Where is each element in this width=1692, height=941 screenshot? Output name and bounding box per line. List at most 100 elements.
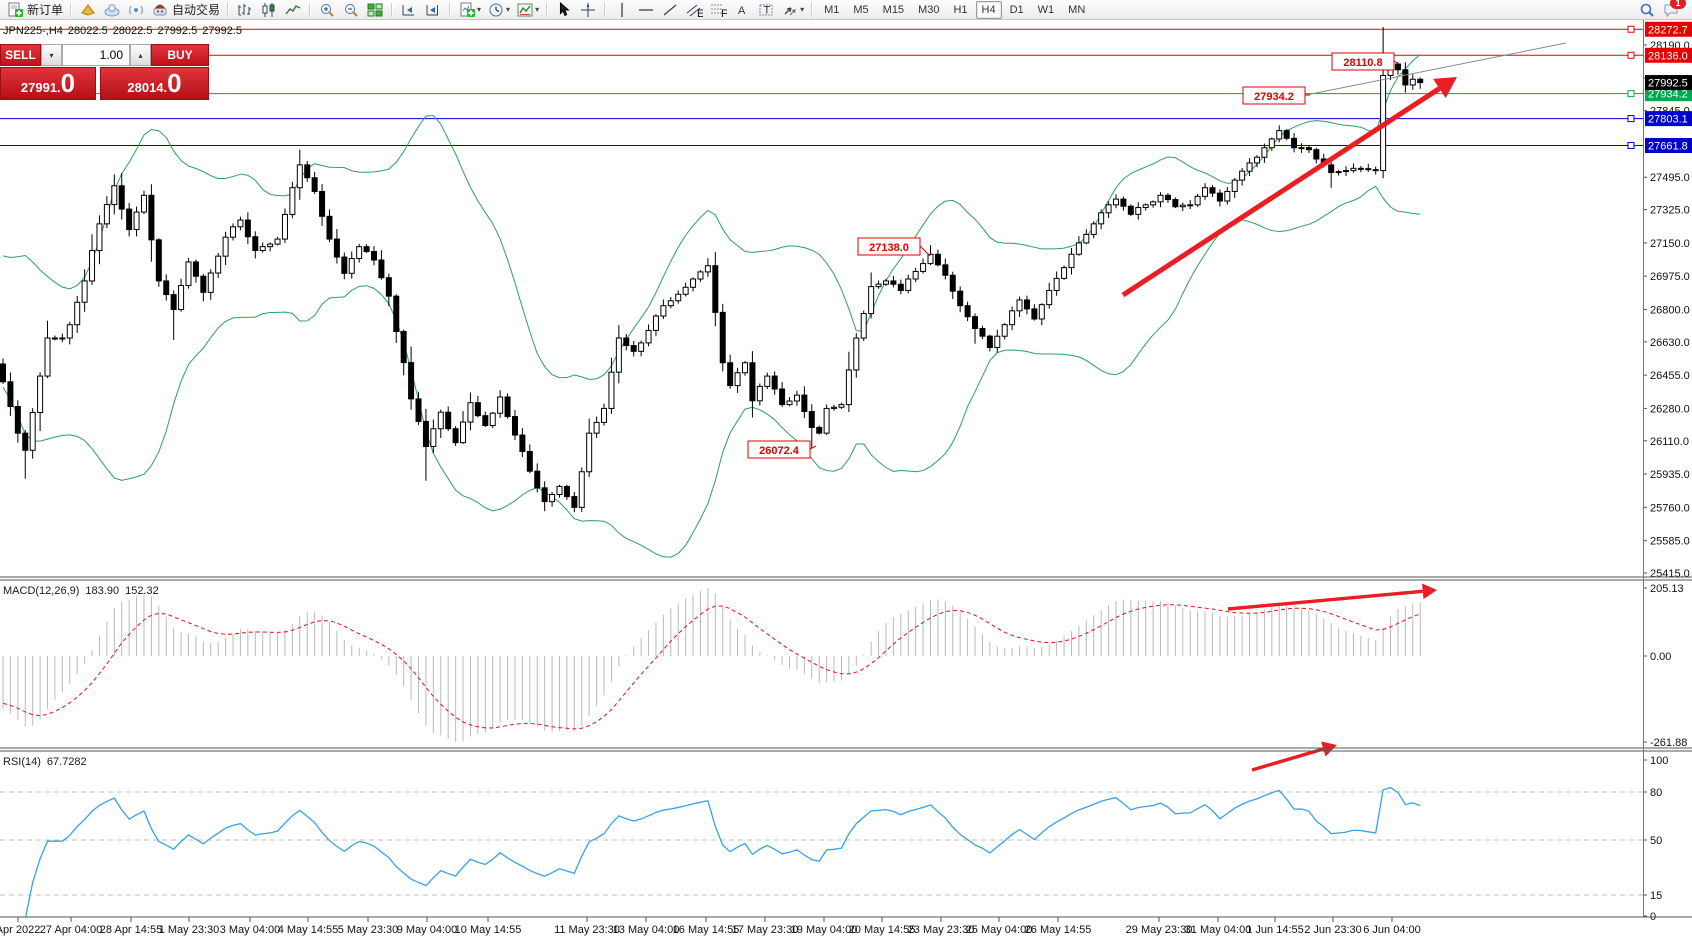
time-axis-label[interactable]: 19 May 04:00: [791, 924, 858, 936]
time-axis-label[interactable]: 4 May 14:55: [278, 924, 339, 936]
tile-windows-icon[interactable]: [363, 1, 387, 19]
metaeditor-icon[interactable]: [76, 1, 100, 19]
channel-tool-icon[interactable]: E: [682, 1, 706, 20]
candlestick: [1120, 198, 1127, 207]
trend-arrow-head: [1321, 741, 1337, 757]
time-axis-label[interactable]: 20 May 14:55: [849, 924, 916, 936]
buy-button[interactable]: BUY: [151, 44, 209, 66]
line-chart-icon[interactable]: [281, 1, 305, 19]
text-tool-icon[interactable]: A: [730, 1, 754, 19]
candlestick: [311, 177, 318, 193]
signals-icon[interactable]: [124, 1, 148, 19]
annotation-box[interactable]: [747, 440, 811, 459]
time-axis-label[interactable]: 1 Jun 14:55: [1246, 924, 1304, 936]
auto-scroll-icon[interactable]: [397, 1, 421, 19]
zoom-in-icon[interactable]: [315, 1, 339, 19]
community-icon[interactable]: [100, 1, 124, 19]
trend-arrow[interactable]: [1227, 589, 1423, 611]
sell-price[interactable]: 27991. 0: [0, 67, 96, 100]
candlestick: [1239, 170, 1246, 181]
candlestick-chart-icon[interactable]: [257, 1, 281, 19]
search-icon[interactable]: [1635, 1, 1659, 19]
time-axis-label[interactable]: 17 May 23:30: [732, 924, 799, 936]
candlestick: [519, 434, 526, 453]
notifications-button[interactable]: 1: [1659, 0, 1686, 20]
timeframe-m30[interactable]: M30: [918, 3, 940, 16]
add-indicator-button[interactable]: ▾: [455, 0, 484, 20]
annotation-box[interactable]: [1331, 52, 1395, 71]
new-order-button[interactable]: 新订单: [3, 0, 66, 20]
annotation-box[interactable]: [857, 237, 921, 256]
time-axis-label[interactable]: 3 May 04:00: [220, 924, 281, 936]
timeframe-m5[interactable]: M5: [853, 3, 869, 16]
trend-line[interactable]: [1295, 42, 1567, 98]
timeframe-m15[interactable]: M15: [882, 3, 905, 16]
time-axis-label[interactable]: 23 May 23:30: [908, 924, 975, 936]
time-axis-label[interactable]: 29 May 23:30: [1126, 924, 1193, 936]
time-axis-label[interactable]: 10 May 14:55: [455, 924, 522, 936]
cursor-icon[interactable]: [552, 1, 576, 19]
timeframe-h4[interactable]: H4: [975, 0, 1002, 19]
time-axis-label[interactable]: 5 May 23:30: [338, 924, 399, 936]
time-axis-label[interactable]: Apr 2022: [0, 924, 40, 936]
time-axis-label[interactable]: 26 May 14:55: [1025, 924, 1092, 936]
templates-button[interactable]: ▾: [513, 0, 542, 20]
candlestick: [1023, 299, 1030, 310]
candlestick: [460, 421, 467, 444]
candlestick: [1357, 167, 1364, 170]
timeframe-m1[interactable]: M1: [824, 3, 840, 16]
chart-shift-icon[interactable]: [421, 1, 445, 19]
time-axis-label[interactable]: 1 May 23:30: [159, 924, 220, 936]
time-axis-label[interactable]: 27 Apr 04:00: [40, 924, 102, 936]
arrows-tool-button[interactable]: ▾: [778, 0, 807, 20]
candlestick: [704, 265, 711, 273]
timeframe-h1[interactable]: H1: [953, 3, 968, 16]
candlestick: [148, 194, 155, 241]
time-axis-label[interactable]: 16 May 14:55: [673, 924, 740, 936]
line-endpoint-marker[interactable]: [1627, 90, 1635, 98]
line-endpoint-marker[interactable]: [1627, 142, 1635, 150]
horizontal-line-tool-icon[interactable]: [634, 1, 658, 19]
line-endpoint-marker[interactable]: [1627, 115, 1635, 123]
timeframe-mn[interactable]: MN: [1068, 3, 1086, 16]
bar-chart-icon[interactable]: [233, 1, 257, 19]
fibonacci-tool-icon[interactable]: F: [706, 1, 730, 20]
rsi-name: RSI(14): [3, 756, 41, 768]
time-axis-label[interactable]: 9 May 04:00: [397, 924, 458, 936]
time-axis-label[interactable]: 31 May 04:00: [1185, 924, 1252, 936]
annotation-box[interactable]: [1242, 86, 1306, 105]
sell-button[interactable]: SELL: [0, 44, 41, 66]
line-endpoint-marker[interactable]: [1627, 25, 1635, 33]
candlestick: [1105, 204, 1112, 214]
time-axis-label[interactable]: 25 May 04:00: [966, 924, 1033, 936]
vertical-line-tool-icon[interactable]: [610, 1, 634, 19]
candlestick: [363, 246, 370, 253]
timeframe-d1[interactable]: D1: [1009, 3, 1024, 16]
candlestick: [1402, 69, 1409, 86]
text-label-tool-icon[interactable]: T: [754, 1, 778, 19]
trend-arrow[interactable]: [1121, 86, 1441, 298]
trend-arrow[interactable]: [1251, 747, 1324, 772]
candlestick: [14, 405, 21, 434]
time-axis-label[interactable]: 11 May 23:30: [554, 924, 620, 936]
time-axis-label[interactable]: 2 Jun 23:30: [1304, 924, 1362, 936]
candlestick: [615, 337, 622, 373]
buy-price[interactable]: 28014. 0: [100, 67, 209, 100]
volume-increase-button[interactable]: ▴: [130, 44, 151, 66]
time-axis-label[interactable]: 13 May 04:00: [613, 924, 680, 936]
trendline-tool-icon[interactable]: [658, 1, 682, 19]
time-axis-label[interactable]: 6 Jun 04:00: [1363, 924, 1421, 936]
auto-trading-button[interactable]: 自动交易: [148, 0, 223, 20]
rsi-axis-label: 50: [1650, 835, 1662, 847]
candlestick: [96, 223, 103, 252]
volume-input[interactable]: 1.00: [62, 44, 130, 66]
periods-button[interactable]: ▾: [484, 0, 513, 20]
crosshair-icon[interactable]: [576, 1, 600, 19]
timeframe-w1[interactable]: W1: [1037, 3, 1055, 16]
zoom-out-icon[interactable]: [339, 1, 363, 19]
line-endpoint-marker[interactable]: [1627, 51, 1635, 59]
toolbar-separator: [227, 2, 230, 17]
time-axis-label[interactable]: 28 Apr 14:55: [100, 924, 162, 936]
volume-decrease-button[interactable]: ▾: [41, 44, 62, 66]
